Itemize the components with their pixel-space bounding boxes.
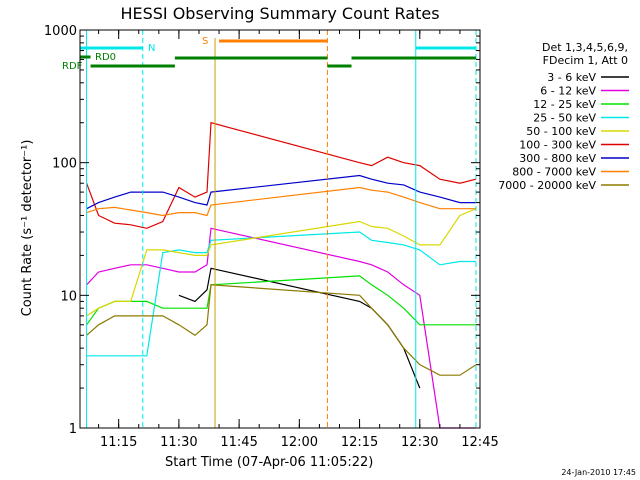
legend-label-6-12-kev: 6 - 12 keV <box>540 85 596 98</box>
x-tick-label: 11:15 <box>100 435 137 450</box>
series-line-12-25-kev <box>86 275 476 326</box>
x-axis-label: Start Time (07-Apr-06 11:05:22) <box>165 455 373 470</box>
series-line-7000-20000-kev <box>86 284 477 376</box>
saa-label: S <box>202 36 208 47</box>
marker-layer: RD0 RDF N S <box>62 30 477 428</box>
rdf-label: RDF <box>62 61 83 72</box>
footer-stamp: 24-Jan-2010 17:45 <box>561 468 636 477</box>
legend-label-100-300-kev: 100 - 300 keV <box>519 139 596 152</box>
x-tick-label: 12:15 <box>341 435 378 450</box>
y-tick-label: 100 <box>52 157 77 172</box>
y-axis-label: Count Rate (s⁻¹ detector⁻¹) <box>20 140 35 317</box>
y-tick-label: 1 <box>69 422 77 437</box>
series-line-50-100-kev <box>86 208 477 317</box>
series-line-300-800-kev <box>86 174 476 210</box>
series-line-100-300-kev <box>86 121 477 229</box>
x-tick-label: 12:30 <box>401 435 438 450</box>
night-label: N <box>148 43 155 54</box>
x-tick-label: 11:45 <box>220 435 257 450</box>
legend-label-50-100-kev: 50 - 100 keV <box>526 125 596 138</box>
series-layer <box>86 121 477 429</box>
legend-label-800-7000-kev: 800 - 7000 keV <box>512 166 596 179</box>
series-line-800-7000-kev <box>86 186 476 217</box>
x-tick-label: 11:30 <box>160 435 197 450</box>
y-tick-label: 1000 <box>44 24 77 39</box>
plot-frame <box>79 29 481 429</box>
legend-label-25-50-kev: 25 - 50 keV <box>533 112 596 125</box>
x-tick-label: 12:00 <box>281 435 318 450</box>
legend-label-7000-20000-kev: 7000 - 20000 keV <box>498 179 596 192</box>
legend-label-12-25-kev: 12 - 25 keV <box>533 98 596 111</box>
series-line-6-12-kev <box>86 227 476 429</box>
legend-header-detectors: Det 1,3,4,5,6,9, <box>542 41 628 54</box>
x-tick-label: 12:45 <box>461 435 498 450</box>
legend-label-300-800-kev: 300 - 800 keV <box>519 152 596 165</box>
legend: Det 1,3,4,5,6,9, FDecim 1, Att 0 3 - 6 k… <box>498 41 629 192</box>
series-line-25-50-kev <box>86 231 476 357</box>
rd0-label: RD0 <box>95 52 116 63</box>
y-axis: 1 10 100 1000 <box>44 24 480 437</box>
x-axis: 11:15 11:30 11:45 12:00 12:15 12:30 12:45 <box>98 30 499 450</box>
legend-label-3-6-kev: 3 - 6 keV <box>547 71 596 84</box>
legend-header-attenuator: FDecim 1, Att 0 <box>543 54 628 67</box>
y-tick-label: 10 <box>60 289 77 304</box>
chart-title: HESSI Observing Summary Count Rates <box>120 4 439 23</box>
